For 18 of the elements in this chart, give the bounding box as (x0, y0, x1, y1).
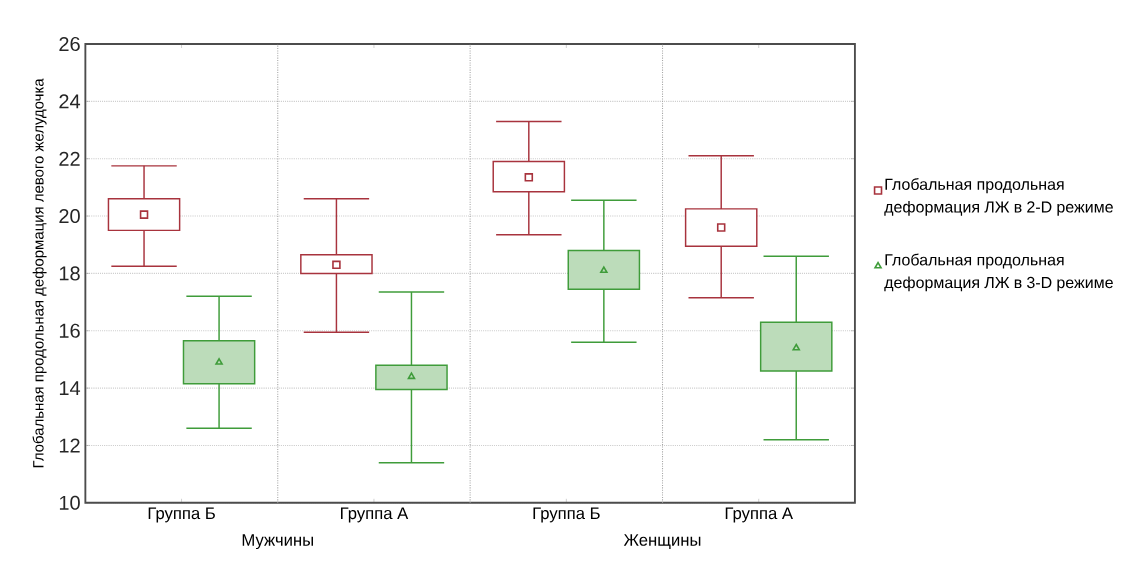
y-tick-label: 26 (59, 36, 80, 51)
text: Женщины (623, 533, 701, 549)
x-tick-label: Группа Б (533, 507, 600, 523)
y-tick-label: 10 (59, 495, 80, 510)
y-tick-label: 12 (59, 438, 80, 453)
y-axis-title: Глобальная продольная деформация левого желудочка (32, 78, 47, 467)
y-tick-label: 24 (59, 94, 81, 109)
y-tick-label: 16 (59, 323, 80, 338)
text: Мужчины (242, 533, 313, 549)
x-tick-label: Группа А (341, 507, 409, 523)
legend-label: Глобальная продольная деформация ЛЖ в 3-D режиме (884, 253, 1113, 292)
legend-label: Глобальная продольная деформация ЛЖ в 2-D режиме (884, 177, 1113, 216)
y-tick-label: 20 (59, 208, 80, 223)
y-tick-label: 18 (59, 266, 80, 281)
y-tick-label: 22 (59, 151, 80, 166)
y-tick-label: 14 (59, 380, 81, 395)
x-tick-label: Группа А (725, 507, 793, 523)
x-tick-label: Группа Б (148, 507, 215, 523)
